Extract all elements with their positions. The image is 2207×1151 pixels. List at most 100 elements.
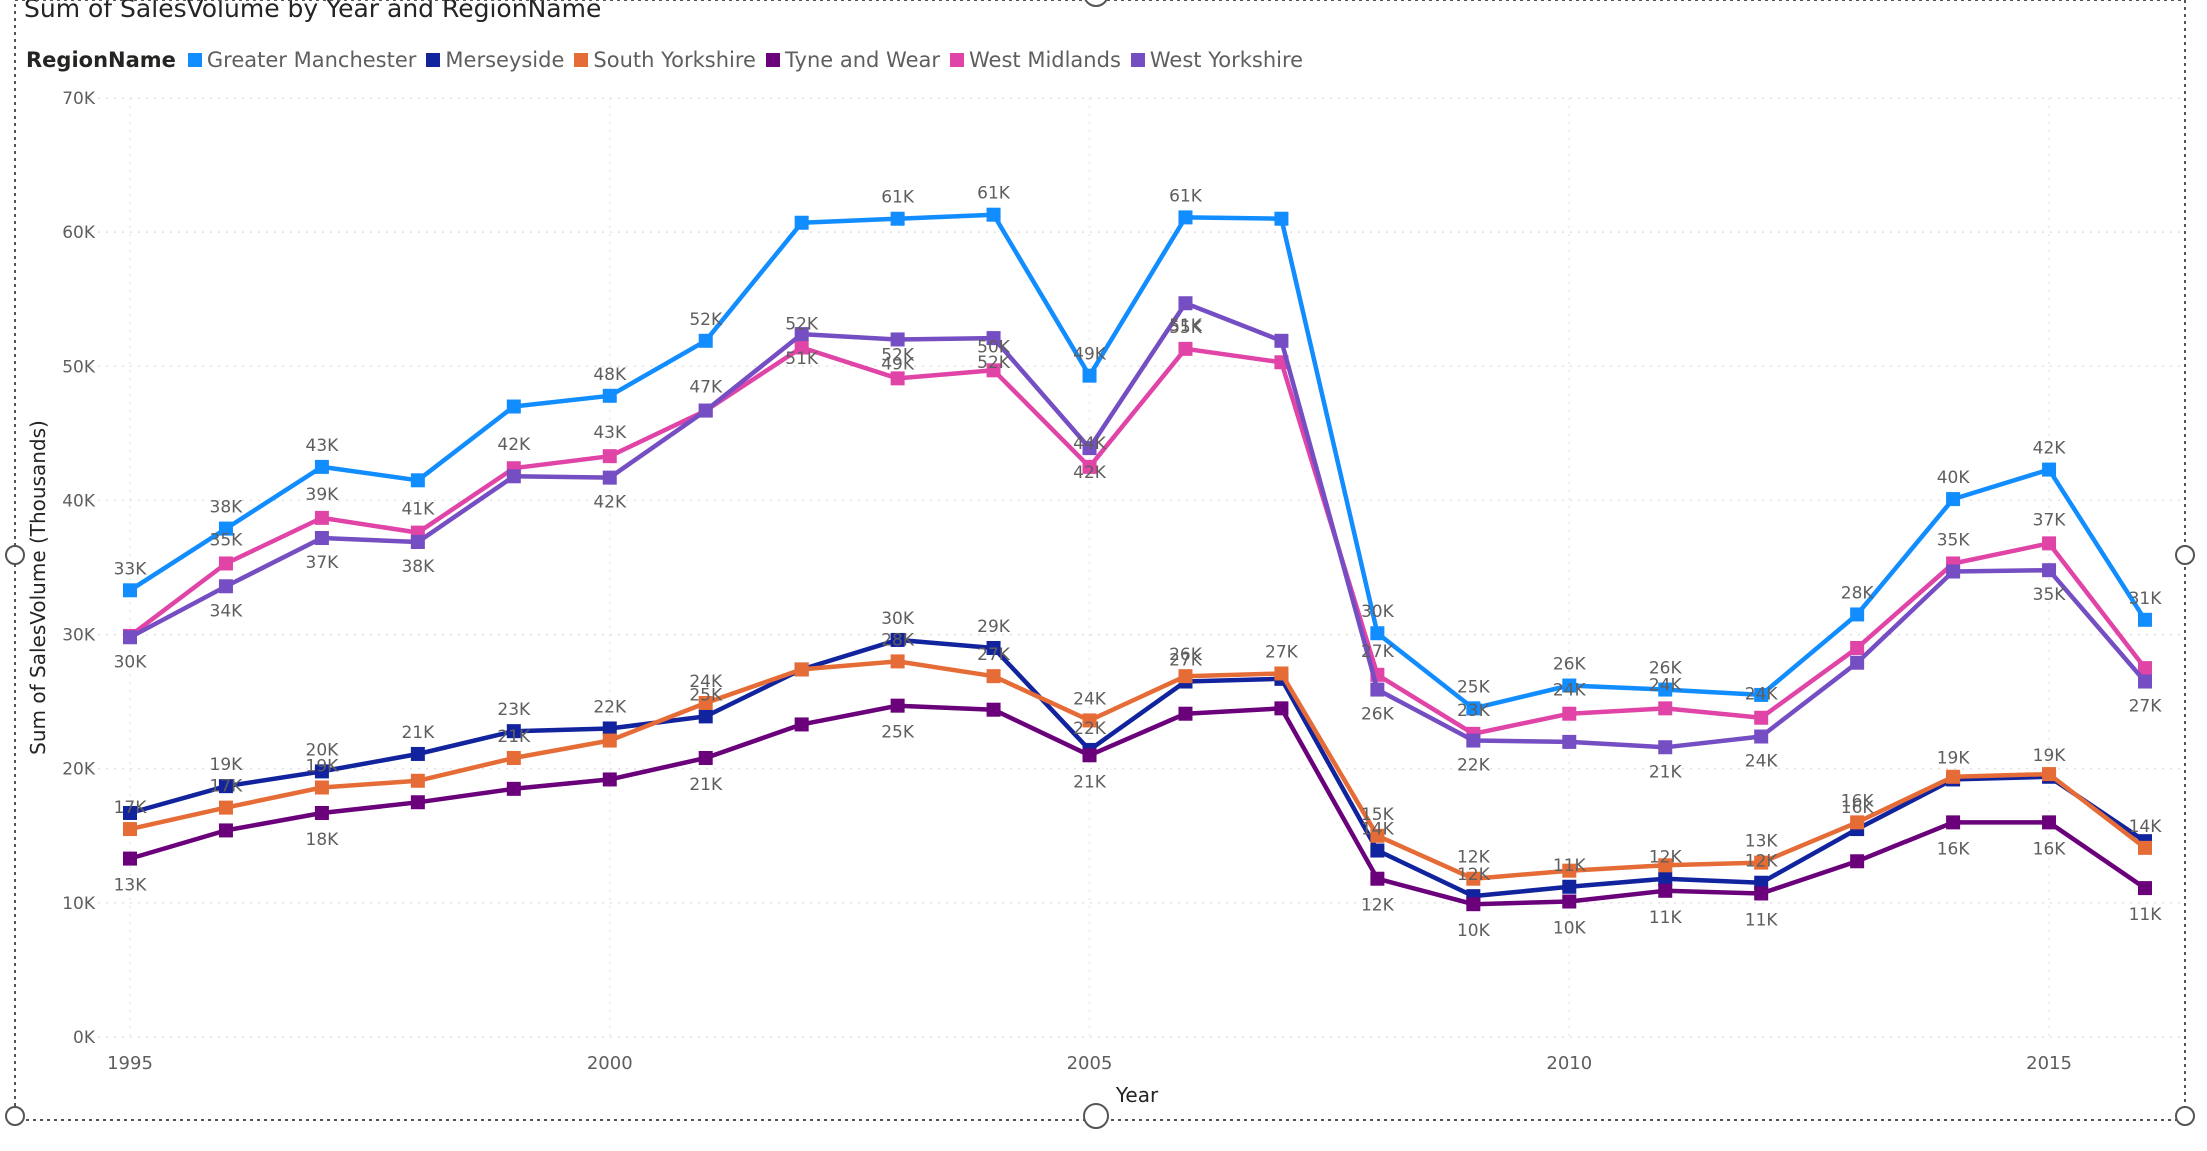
data-point-marker[interactable] xyxy=(123,805,137,820)
data-point-marker[interactable] xyxy=(410,535,425,550)
resize-handle-bottom-left[interactable] xyxy=(5,1106,25,1126)
data-point-marker[interactable] xyxy=(123,583,137,598)
data-point-marker[interactable] xyxy=(410,773,425,788)
data-point-marker[interactable] xyxy=(1658,740,1673,755)
data-point-marker[interactable] xyxy=(123,630,137,645)
data-point-marker[interactable] xyxy=(1946,564,1961,579)
data-point-marker[interactable] xyxy=(1850,607,1865,622)
data-point-marker[interactable] xyxy=(986,331,1001,346)
data-point-marker[interactable] xyxy=(1754,710,1769,725)
data-point-marker[interactable] xyxy=(602,772,617,787)
data-point-marker[interactable] xyxy=(1178,706,1193,721)
data-point-marker[interactable] xyxy=(2138,661,2152,676)
data-point-marker[interactable] xyxy=(218,556,233,571)
data-point-marker[interactable] xyxy=(986,363,1001,378)
data-point-marker[interactable] xyxy=(218,800,233,815)
data-point-marker[interactable] xyxy=(2138,881,2152,896)
data-point-marker[interactable] xyxy=(890,371,905,386)
data-point-marker[interactable] xyxy=(1850,854,1865,869)
data-point-marker[interactable] xyxy=(2042,563,2057,578)
data-point-marker[interactable] xyxy=(794,340,809,355)
data-point-marker[interactable] xyxy=(1466,733,1481,748)
data-point-marker[interactable] xyxy=(890,632,905,647)
data-point-marker[interactable] xyxy=(986,669,1001,684)
data-point-marker[interactable] xyxy=(794,215,809,230)
data-point-marker[interactable] xyxy=(1466,871,1481,886)
legend-item-west-yorkshire[interactable]: West Yorkshire xyxy=(1130,48,1303,72)
data-point-marker[interactable] xyxy=(1274,666,1289,681)
data-point-marker[interactable] xyxy=(1850,640,1865,655)
data-point-marker[interactable] xyxy=(1178,210,1193,225)
data-point-marker[interactable] xyxy=(314,764,329,779)
data-point-marker[interactable] xyxy=(1850,815,1865,830)
legend-item-south-yorkshire[interactable]: South Yorkshire xyxy=(574,48,756,72)
data-point-marker[interactable] xyxy=(1658,883,1673,898)
data-point-marker[interactable] xyxy=(314,530,329,545)
data-point-marker[interactable] xyxy=(314,805,329,820)
data-point-marker[interactable] xyxy=(1562,879,1577,894)
data-point-marker[interactable] xyxy=(218,823,233,838)
data-point-marker[interactable] xyxy=(1946,492,1961,507)
data-point-marker[interactable] xyxy=(794,717,809,732)
data-point-marker[interactable] xyxy=(602,733,617,748)
data-point-marker[interactable] xyxy=(890,654,905,669)
data-point-marker[interactable] xyxy=(1178,296,1193,311)
data-point-marker[interactable] xyxy=(1562,734,1577,749)
data-point-marker[interactable] xyxy=(602,388,617,403)
data-point-marker[interactable] xyxy=(890,211,905,226)
data-point-marker[interactable] xyxy=(2042,462,2057,477)
data-point-marker[interactable] xyxy=(698,750,713,765)
data-point-marker[interactable] xyxy=(698,695,713,710)
data-point-marker[interactable] xyxy=(314,510,329,525)
data-point-marker[interactable] xyxy=(698,333,713,348)
data-point-marker[interactable] xyxy=(1658,701,1673,716)
data-point-marker[interactable] xyxy=(1274,701,1289,716)
data-point-marker[interactable] xyxy=(1370,871,1385,886)
data-point-marker[interactable] xyxy=(506,724,521,739)
data-point-marker[interactable] xyxy=(123,822,137,837)
data-point-marker[interactable] xyxy=(218,779,233,794)
data-point-marker[interactable] xyxy=(1178,341,1193,356)
data-point-marker[interactable] xyxy=(1658,682,1673,697)
data-point-marker[interactable] xyxy=(1850,655,1865,670)
data-point-marker[interactable] xyxy=(1562,894,1577,909)
data-point-marker[interactable] xyxy=(1658,858,1673,873)
data-point-marker[interactable] xyxy=(1562,678,1577,693)
data-point-marker[interactable] xyxy=(1754,855,1769,870)
data-point-marker[interactable] xyxy=(2138,674,2152,689)
data-point-marker[interactable] xyxy=(602,449,617,464)
data-point-marker[interactable] xyxy=(410,473,425,488)
data-point-marker[interactable] xyxy=(1946,769,1961,784)
data-point-marker[interactable] xyxy=(602,721,617,736)
data-point-marker[interactable] xyxy=(698,403,713,418)
data-point-marker[interactable] xyxy=(986,207,1001,222)
data-point-marker[interactable] xyxy=(2042,767,2057,782)
legend-item-tyne-and-wear[interactable]: Tyne and Wear xyxy=(765,48,940,72)
data-point-marker[interactable] xyxy=(698,709,713,724)
data-point-marker[interactable] xyxy=(123,851,137,866)
data-point-marker[interactable] xyxy=(602,470,617,485)
data-point-marker[interactable] xyxy=(2138,840,2152,855)
data-point-marker[interactable] xyxy=(1562,863,1577,878)
data-point-marker[interactable] xyxy=(1946,815,1961,830)
data-point-marker[interactable] xyxy=(1754,687,1769,702)
data-point-marker[interactable] xyxy=(1754,729,1769,744)
resize-handle-top[interactable] xyxy=(1084,0,1108,7)
legend-item-greater-manchester[interactable]: Greater Manchester xyxy=(187,48,416,72)
data-point-marker[interactable] xyxy=(506,750,521,765)
data-point-marker[interactable] xyxy=(314,780,329,795)
data-point-marker[interactable] xyxy=(506,399,521,414)
data-point-marker[interactable] xyxy=(1082,713,1097,728)
data-point-marker[interactable] xyxy=(1466,897,1481,912)
data-point-marker[interactable] xyxy=(794,327,809,342)
data-point-marker[interactable] xyxy=(1370,682,1385,697)
data-point-marker[interactable] xyxy=(890,332,905,347)
data-point-marker[interactable] xyxy=(410,746,425,761)
data-point-marker[interactable] xyxy=(506,781,521,796)
resize-handle-left[interactable] xyxy=(5,545,25,565)
data-point-marker[interactable] xyxy=(1274,333,1289,348)
data-point-marker[interactable] xyxy=(1082,441,1097,456)
data-point-marker[interactable] xyxy=(218,521,233,536)
data-point-marker[interactable] xyxy=(410,795,425,810)
